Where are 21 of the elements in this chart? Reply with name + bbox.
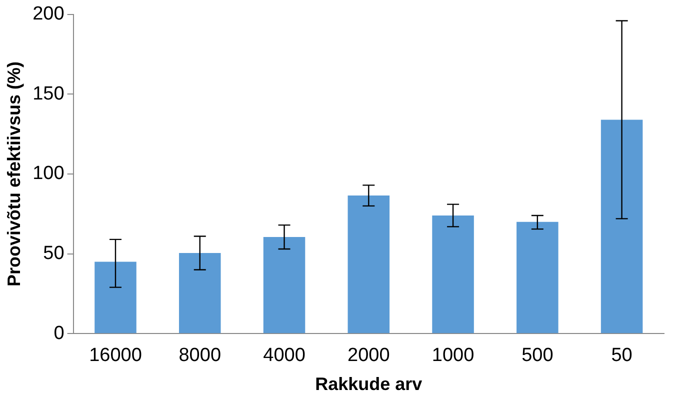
x-tick-label: 50 bbox=[611, 345, 632, 366]
bar bbox=[348, 196, 390, 334]
bar bbox=[178, 253, 221, 334]
x-tick-label: 16000 bbox=[89, 345, 142, 366]
y-tick-label: 100 bbox=[32, 163, 64, 184]
x-tick-label: 8000 bbox=[178, 345, 222, 366]
bar bbox=[600, 120, 643, 334]
y-tick-label: 50 bbox=[43, 243, 64, 264]
bar bbox=[94, 262, 136, 334]
x-tick-label: 1000 bbox=[432, 345, 474, 366]
x-axis-title: Rakkude arv bbox=[315, 374, 422, 394]
bar bbox=[516, 222, 558, 334]
bar bbox=[432, 215, 474, 334]
bar bbox=[263, 237, 306, 334]
x-tick-label: 2000 bbox=[348, 345, 390, 366]
x-tick-label: 500 bbox=[522, 345, 554, 366]
y-axis-title: Proovivõtu efektiivsus (%) bbox=[4, 61, 24, 287]
y-tick-label: 150 bbox=[32, 83, 64, 104]
y-tick-label: 0 bbox=[54, 322, 64, 344]
x-tick-label: 4000 bbox=[263, 345, 306, 366]
y-tick-label: 200 bbox=[32, 4, 64, 25]
